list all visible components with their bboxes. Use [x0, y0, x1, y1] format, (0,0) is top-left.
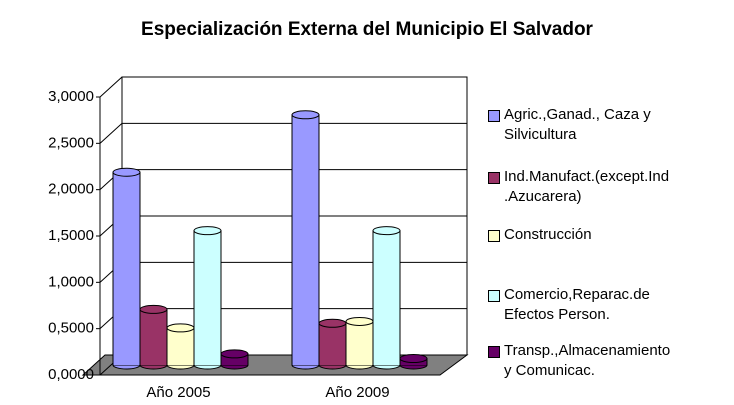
bar-shade [194, 230, 221, 365]
legend-item: Transp.,Almacenamiento y Comunicac. [488, 341, 670, 381]
y-tick-label: 2,0000 [48, 181, 94, 198]
bar-top [399, 354, 428, 364]
bar-top [345, 316, 374, 326]
y-tick-label: 2,5000 [48, 134, 94, 151]
legend-item: Comercio,Reparac.de Efectos Person. [488, 285, 650, 325]
bar-top [372, 226, 401, 236]
legend-item: Construcción [488, 225, 592, 245]
legend-label: Ind.Manufact.(except.Ind .Azucarera) [504, 168, 670, 205]
legend-label: Comercio,Reparac.de Efectos Person. [504, 286, 650, 323]
legend-swatch [488, 230, 500, 242]
bar-top [112, 167, 141, 177]
bar-shade [140, 309, 167, 365]
bar-top [166, 323, 195, 333]
y-tick-label: 3,0000 [48, 88, 94, 105]
legend-swatch [488, 110, 500, 122]
bar-top [291, 110, 320, 120]
bar-top [220, 349, 249, 359]
bar-shade [373, 230, 400, 365]
legend-label: Construcción [504, 226, 592, 243]
bar-shade [319, 323, 346, 365]
y-tick-label: 1,5000 [48, 227, 94, 244]
legend-swatch [488, 172, 500, 184]
bar-shade [167, 327, 194, 365]
bar-top [318, 318, 347, 328]
x-tick-label: Año 2005 [146, 384, 210, 401]
bar-shade [113, 172, 140, 365]
y-tick-label: 1,0000 [48, 273, 94, 290]
bar-top [139, 304, 168, 314]
legend-item: Ind.Manufact.(except.Ind .Azucarera) [488, 167, 669, 207]
bar-shade [221, 353, 248, 365]
bar-top [193, 226, 222, 236]
legend-label: Agric.,Ganad., Caza y Silvicultura [504, 106, 651, 143]
grid-line [99, 122, 123, 144]
x-tick-label: Año 2009 [325, 384, 389, 401]
legend-item: Agric.,Ganad., Caza y Silvicultura [488, 105, 651, 145]
bar-shade [292, 114, 319, 365]
chart-title: Especialización Externa del Municipio El… [141, 19, 594, 40]
bar-shade [346, 321, 373, 365]
y-tick-label: 0,0000 [48, 366, 94, 383]
y-tick-label: 0,5000 [48, 320, 94, 337]
legend-swatch [488, 290, 500, 302]
grid-line [99, 76, 123, 98]
legend-label: Transp.,Almacenamiento y Comunicac. [504, 342, 671, 379]
legend-swatch [488, 346, 500, 358]
